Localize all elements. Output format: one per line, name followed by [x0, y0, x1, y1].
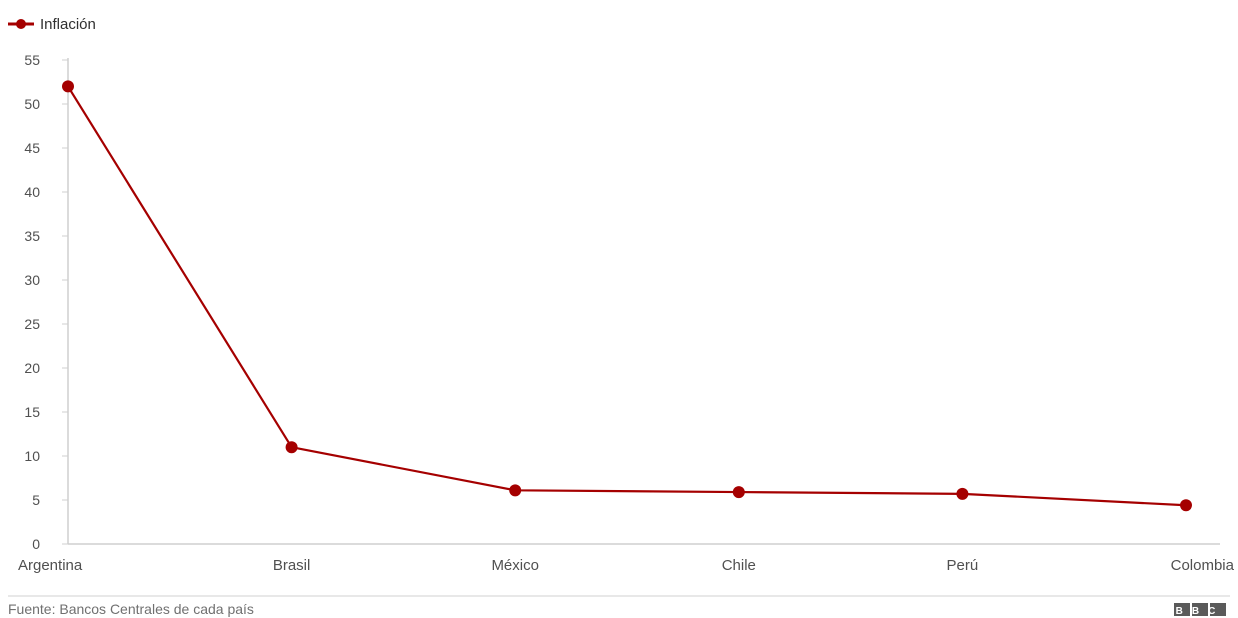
series-line-0: [67, 85, 1187, 507]
x-category-label: Colombia: [1171, 557, 1235, 574]
series-layer: [62, 80, 1192, 512]
y-tick-label: 0: [32, 536, 40, 552]
bbc-logo-text: BBC: [1176, 606, 1225, 617]
data-point-argentina[interactable]: [62, 80, 74, 93]
legend-label: Inflación: [40, 16, 96, 33]
x-category-label: Brasil: [273, 557, 311, 574]
y-tick-label: 45: [24, 140, 40, 156]
y-tick-label: 35: [24, 228, 40, 244]
source-note: Fuente: Bancos Centrales de cada país: [8, 601, 254, 617]
x-category-label: Chile: [722, 557, 756, 574]
y-tick-label: 5: [32, 492, 40, 508]
bbc-logo: BBC: [1174, 603, 1226, 617]
y-tick-label: 50: [24, 96, 40, 112]
y-tick-label: 15: [24, 404, 40, 420]
y-tick-label: 55: [24, 52, 40, 68]
y-tick-label: 30: [24, 272, 40, 288]
data-point-brasil[interactable]: [285, 441, 298, 454]
data-point-perú[interactable]: [956, 487, 969, 500]
x-category-label: Perú: [947, 557, 979, 574]
y-tick-label: 40: [24, 184, 40, 200]
legend-dot-marker: [16, 19, 26, 29]
data-point-colombia[interactable]: [1180, 499, 1192, 512]
x-category-label: Argentina: [18, 557, 83, 574]
x-category-label: México: [491, 557, 539, 574]
x-axis-labels: Argentina Brasil México Chile Perú Colombia: [18, 557, 1235, 574]
y-tick-label: 25: [24, 316, 40, 332]
y-axis-ticks: 0 5 10 15 20 25 30 35 40 45 50 55: [24, 52, 68, 552]
legend: Inflación: [8, 16, 96, 33]
y-tick-label: 20: [24, 360, 40, 376]
data-point-méxico[interactable]: [509, 484, 522, 497]
data-point-chile[interactable]: [732, 486, 745, 499]
y-tick-label: 10: [24, 448, 40, 464]
